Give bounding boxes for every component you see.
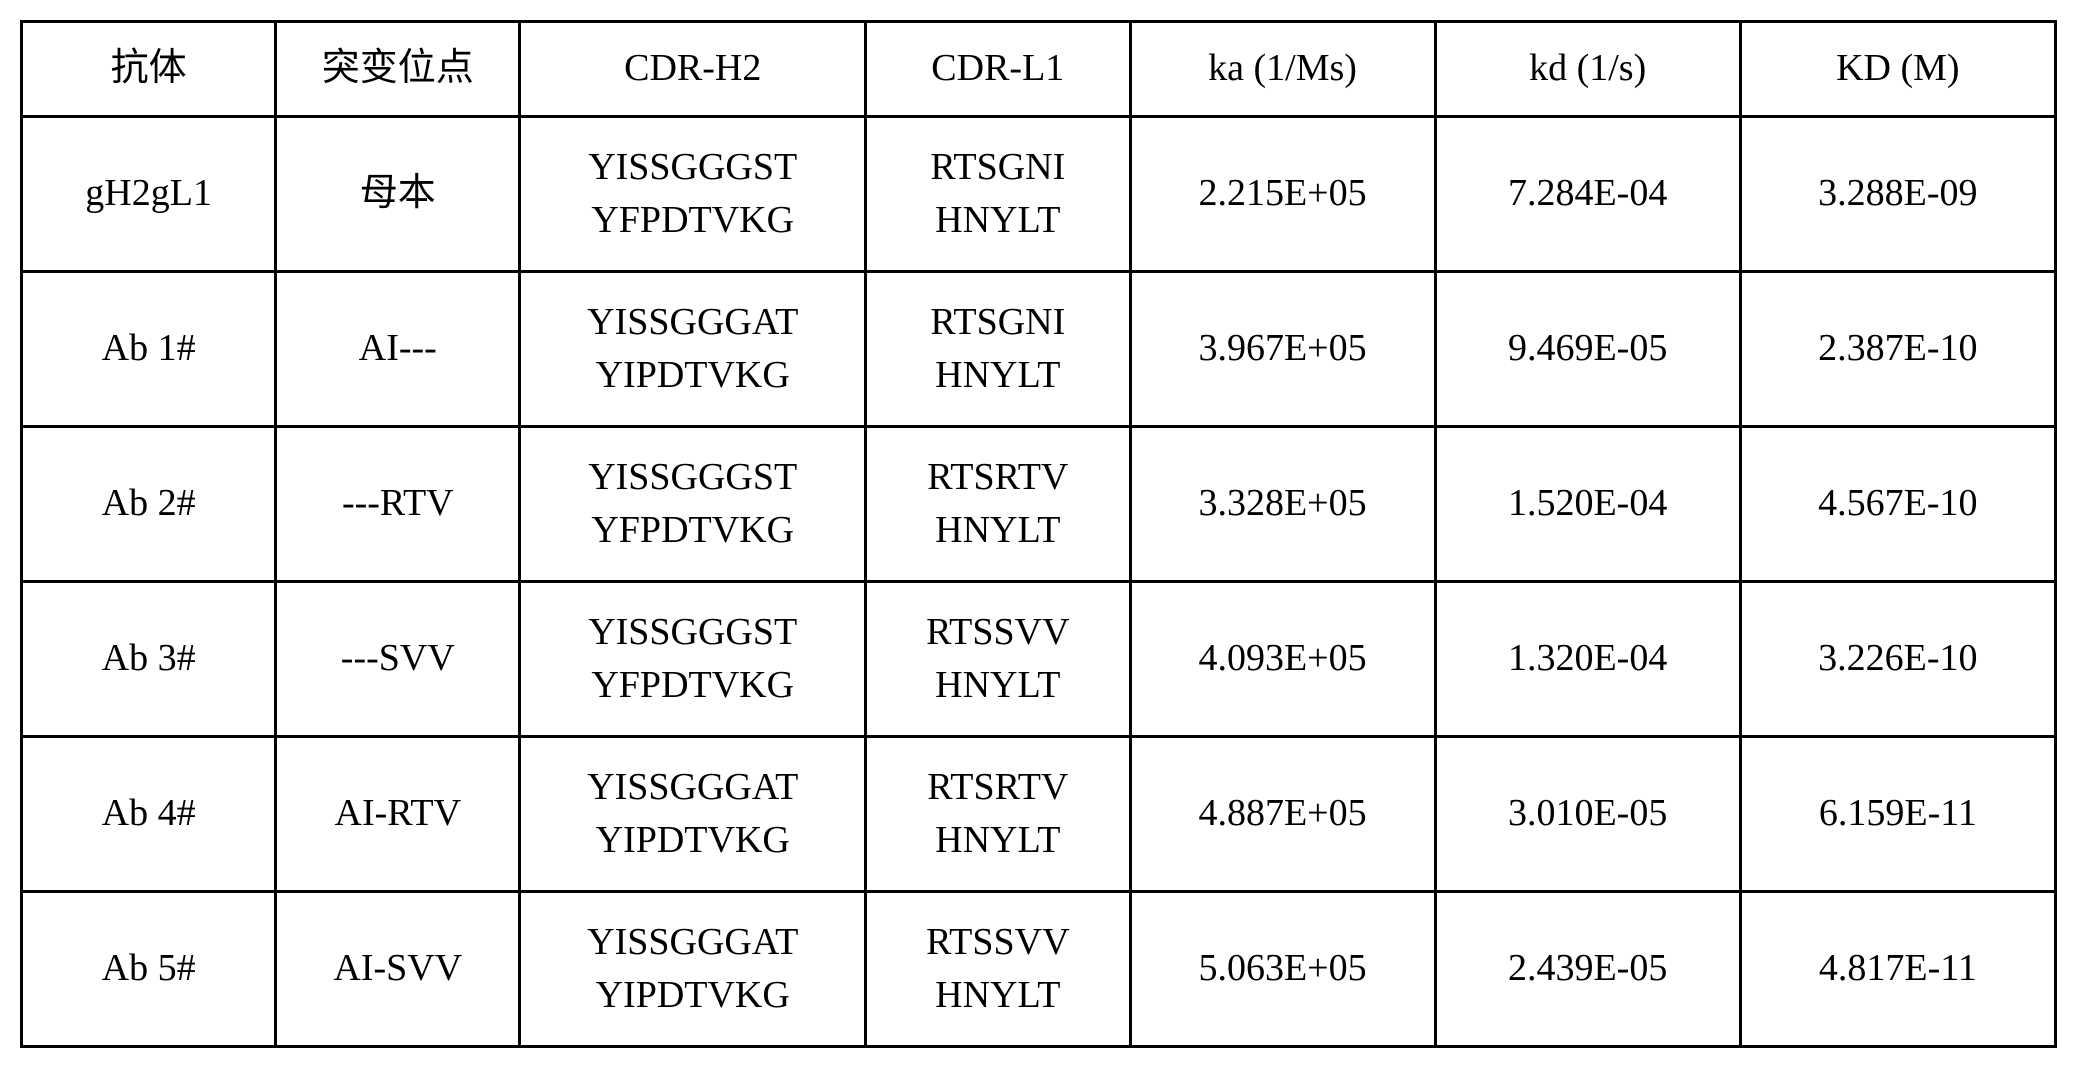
cell-kdm: 2.387E-10	[1740, 272, 2055, 427]
cdrh2-line1: YISSGGGST	[531, 451, 854, 504]
cdrl1-line1: RTSSVV	[877, 606, 1118, 659]
cdrl1-line1: RTSSVV	[877, 916, 1118, 969]
cell-mutation: 母本	[276, 117, 520, 272]
cell-antibody: Ab 3#	[22, 582, 276, 737]
table-row: Ab 2# ---RTV YISSGGGST YFPDTVKG RTSRTV H…	[22, 427, 2056, 582]
cdrl1-line1: RTSGNI	[877, 141, 1118, 194]
cell-kdm: 6.159E-11	[1740, 737, 2055, 892]
cdrh2-line2: YFPDTVKG	[531, 659, 854, 712]
cell-kd: 9.469E-05	[1435, 272, 1740, 427]
cdrh2-line1: YISSGGGAT	[531, 761, 854, 814]
table-header-row: 抗体 突变位点 CDR-H2 CDR-L1 ka (1/Ms) kd (1/s)…	[22, 22, 2056, 117]
header-cdrl1: CDR-L1	[866, 22, 1130, 117]
antibody-data-table-container: 抗体 突变位点 CDR-H2 CDR-L1 ka (1/Ms) kd (1/s)…	[20, 20, 2057, 1048]
cdrl1-line2: HNYLT	[877, 659, 1118, 712]
cdrh2-line2: YIPDTVKG	[531, 969, 854, 1022]
cell-mutation: ---RTV	[276, 427, 520, 582]
cell-cdrh2: YISSGGGST YFPDTVKG	[520, 582, 866, 737]
table-row: Ab 5# AI-SVV YISSGGGAT YIPDTVKG RTSSVV H…	[22, 892, 2056, 1047]
cell-cdrh2: YISSGGGST YFPDTVKG	[520, 117, 866, 272]
cell-antibody: Ab 5#	[22, 892, 276, 1047]
cdrh2-line2: YIPDTVKG	[531, 814, 854, 867]
cdrh2-line1: YISSGGGAT	[531, 916, 854, 969]
table-row: Ab 1# AI--- YISSGGGAT YIPDTVKG RTSGNI HN…	[22, 272, 2056, 427]
cell-cdrl1: RTSGNI HNYLT	[866, 117, 1130, 272]
cell-mutation: AI-SVV	[276, 892, 520, 1047]
cdrh2-line2: YIPDTVKG	[531, 349, 854, 402]
cdrl1-line1: RTSGNI	[877, 296, 1118, 349]
antibody-data-table: 抗体 突变位点 CDR-H2 CDR-L1 ka (1/Ms) kd (1/s)…	[20, 20, 2057, 1048]
header-cdrh2: CDR-H2	[520, 22, 866, 117]
header-antibody: 抗体	[22, 22, 276, 117]
cdrh2-line2: YFPDTVKG	[531, 194, 854, 247]
cell-cdrl1: RTSRTV HNYLT	[866, 427, 1130, 582]
table-body: gH2gL1 母本 YISSGGGST YFPDTVKG RTSGNI HNYL…	[22, 117, 2056, 1047]
table-row: Ab 4# AI-RTV YISSGGGAT YIPDTVKG RTSRTV H…	[22, 737, 2056, 892]
header-mutation: 突变位点	[276, 22, 520, 117]
cdrl1-line1: RTSRTV	[877, 451, 1118, 504]
cell-ka: 4.887E+05	[1130, 737, 1435, 892]
cell-cdrl1: RTSSVV HNYLT	[866, 892, 1130, 1047]
table-row: gH2gL1 母本 YISSGGGST YFPDTVKG RTSGNI HNYL…	[22, 117, 2056, 272]
cdrl1-line2: HNYLT	[877, 969, 1118, 1022]
cell-ka: 3.328E+05	[1130, 427, 1435, 582]
cdrl1-line2: HNYLT	[877, 504, 1118, 557]
cell-antibody: gH2gL1	[22, 117, 276, 272]
cell-cdrh2: YISSGGGAT YIPDTVKG	[520, 892, 866, 1047]
cell-mutation: AI---	[276, 272, 520, 427]
cdrh2-line1: YISSGGGST	[531, 141, 854, 194]
header-kdm: KD (M)	[1740, 22, 2055, 117]
header-ka: ka (1/Ms)	[1130, 22, 1435, 117]
cell-kdm: 4.817E-11	[1740, 892, 2055, 1047]
cell-ka: 5.063E+05	[1130, 892, 1435, 1047]
cell-cdrl1: RTSSVV HNYLT	[866, 582, 1130, 737]
cell-cdrh2: YISSGGGAT YIPDTVKG	[520, 737, 866, 892]
cdrl1-line1: RTSRTV	[877, 761, 1118, 814]
cell-kd: 2.439E-05	[1435, 892, 1740, 1047]
cell-antibody: Ab 2#	[22, 427, 276, 582]
cell-ka: 3.967E+05	[1130, 272, 1435, 427]
cell-antibody: Ab 1#	[22, 272, 276, 427]
cell-cdrl1: RTSRTV HNYLT	[866, 737, 1130, 892]
cell-kd: 7.284E-04	[1435, 117, 1740, 272]
cell-cdrh2: YISSGGGST YFPDTVKG	[520, 427, 866, 582]
cell-kdm: 3.226E-10	[1740, 582, 2055, 737]
cell-cdrh2: YISSGGGAT YIPDTVKG	[520, 272, 866, 427]
cell-mutation: AI-RTV	[276, 737, 520, 892]
cdrl1-line2: HNYLT	[877, 814, 1118, 867]
cdrh2-line1: YISSGGGST	[531, 606, 854, 659]
header-kd: kd (1/s)	[1435, 22, 1740, 117]
cell-kd: 1.320E-04	[1435, 582, 1740, 737]
table-row: Ab 3# ---SVV YISSGGGST YFPDTVKG RTSSVV H…	[22, 582, 2056, 737]
cell-kdm: 4.567E-10	[1740, 427, 2055, 582]
cell-ka: 4.093E+05	[1130, 582, 1435, 737]
cell-cdrl1: RTSGNI HNYLT	[866, 272, 1130, 427]
cdrh2-line2: YFPDTVKG	[531, 504, 854, 557]
cell-ka: 2.215E+05	[1130, 117, 1435, 272]
cell-kd: 3.010E-05	[1435, 737, 1740, 892]
cdrh2-line1: YISSGGGAT	[531, 296, 854, 349]
cell-antibody: Ab 4#	[22, 737, 276, 892]
cell-mutation: ---SVV	[276, 582, 520, 737]
cell-kdm: 3.288E-09	[1740, 117, 2055, 272]
cdrl1-line2: HNYLT	[877, 194, 1118, 247]
cdrl1-line2: HNYLT	[877, 349, 1118, 402]
cell-kd: 1.520E-04	[1435, 427, 1740, 582]
